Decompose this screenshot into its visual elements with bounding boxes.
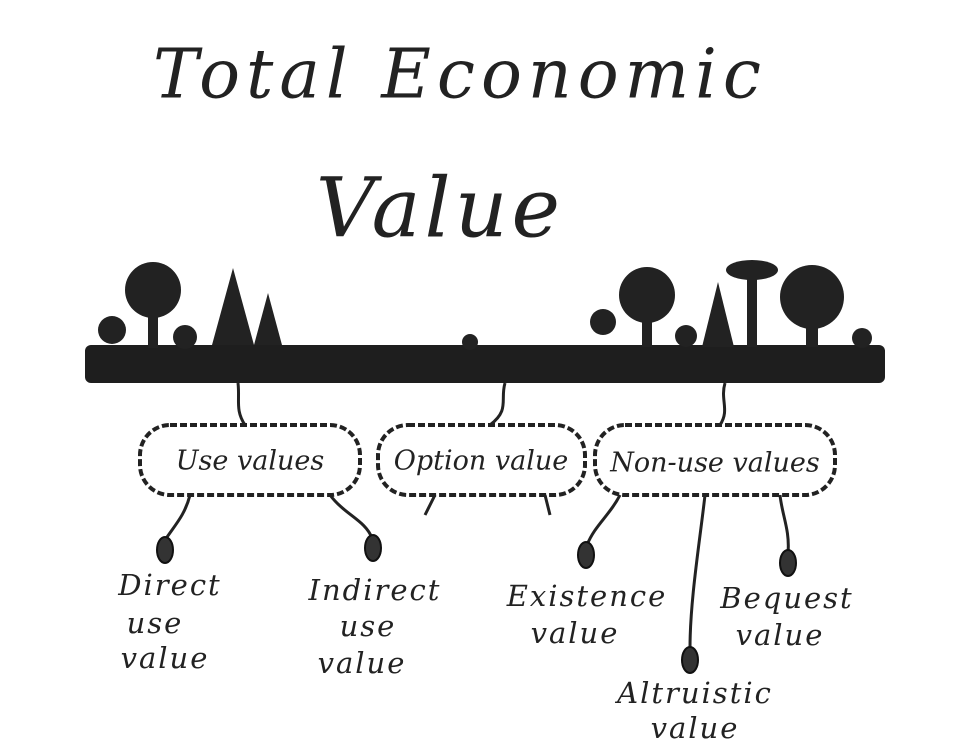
seed xyxy=(157,537,173,563)
ground xyxy=(85,345,885,383)
root xyxy=(490,383,505,425)
leaf-label: Bequest xyxy=(719,581,853,615)
pine xyxy=(702,282,734,347)
leaf-label: value xyxy=(651,711,740,744)
root xyxy=(425,495,550,515)
leaf-label: value xyxy=(531,616,620,650)
title-line: Value xyxy=(316,162,564,257)
root xyxy=(587,495,620,545)
leaf-label: Indirect xyxy=(308,573,442,607)
bush xyxy=(590,309,616,335)
root xyxy=(720,383,725,425)
group-label: Use values xyxy=(176,446,324,477)
seed xyxy=(365,535,381,561)
root xyxy=(780,495,788,553)
roots xyxy=(165,383,788,648)
tree-trunk xyxy=(806,310,818,347)
leaf-labels: Direct use value Indirect use value Exis… xyxy=(117,568,853,744)
root-boxes: Use values Option value Non-use values xyxy=(140,425,835,495)
leaf-label: Existence xyxy=(506,579,668,613)
landscape xyxy=(85,260,885,383)
bush xyxy=(462,334,478,350)
diagram: Total Economic Value xyxy=(0,0,955,744)
tree-trunk xyxy=(642,305,652,347)
bush xyxy=(173,325,197,349)
leaf-label: use xyxy=(340,609,397,643)
root xyxy=(238,383,245,425)
leaf-label: value xyxy=(121,641,210,675)
seed xyxy=(578,542,594,568)
title-line: Total Economic xyxy=(153,36,767,115)
seed xyxy=(780,550,796,576)
bush xyxy=(852,328,872,348)
seed xyxy=(682,647,698,673)
pine xyxy=(254,293,282,345)
trees xyxy=(98,260,872,350)
root xyxy=(690,495,705,648)
leaf-label: Altruistic xyxy=(614,676,773,710)
title: Total Economic Value xyxy=(153,36,767,257)
leaf-label: Direct xyxy=(117,568,221,602)
leaf-label: use xyxy=(127,606,184,640)
bush xyxy=(98,316,126,344)
leaf-label: value xyxy=(318,646,407,680)
pine xyxy=(212,268,254,345)
root xyxy=(165,495,190,540)
tree-trunk xyxy=(747,272,757,347)
tree-trunk xyxy=(148,300,158,348)
leaf-label: value xyxy=(736,618,825,652)
group-label: Non-use values xyxy=(609,448,819,479)
seeds xyxy=(157,535,796,673)
bush xyxy=(675,325,697,347)
group-label: Option value xyxy=(394,446,569,477)
root xyxy=(330,495,372,538)
